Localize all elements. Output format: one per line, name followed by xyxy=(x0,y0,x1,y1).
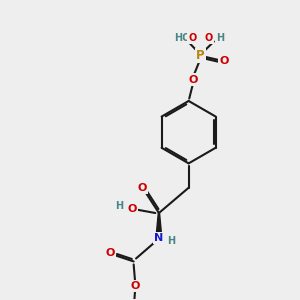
Text: O: O xyxy=(128,204,137,214)
Text: H: H xyxy=(167,236,175,246)
Text: N: N xyxy=(154,233,164,243)
Text: O: O xyxy=(138,183,147,193)
Text: HO: HO xyxy=(175,33,191,43)
Text: O: O xyxy=(219,56,228,66)
Text: O: O xyxy=(188,33,196,43)
Text: O: O xyxy=(204,33,213,43)
Text: O: O xyxy=(130,281,140,291)
Text: O: O xyxy=(106,248,115,257)
Text: P: P xyxy=(196,49,205,62)
Polygon shape xyxy=(156,213,162,238)
Text: H: H xyxy=(116,202,124,212)
Text: O: O xyxy=(188,75,198,85)
Text: H: H xyxy=(216,33,224,43)
